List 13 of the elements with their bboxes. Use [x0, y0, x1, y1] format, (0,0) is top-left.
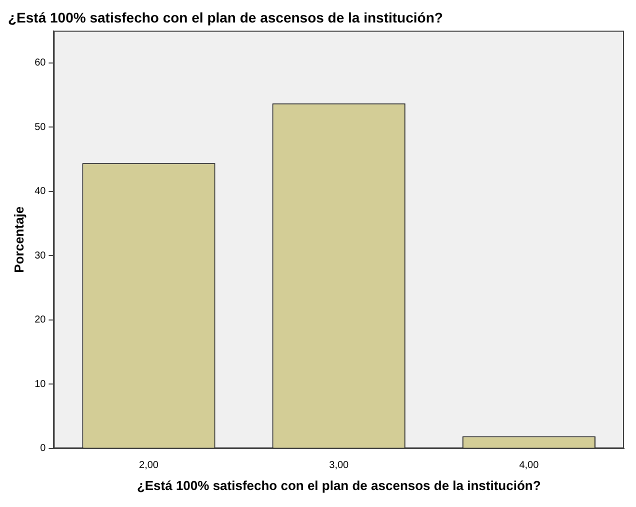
y-tick-label: 30: [34, 250, 46, 262]
y-axis-title: Porcentaje: [11, 206, 26, 273]
chart-title: ¿Está 100% satisfecho con el plan de ascensos de la institución?: [8, 9, 443, 26]
y-tick-label: 0: [40, 443, 46, 454]
y-tick-label: 10: [34, 378, 46, 390]
x-tick-label: 4,00: [519, 460, 540, 472]
y-tick-label: 50: [34, 122, 46, 133]
x-axis-title: ¿Está 100% satisfecho con el plan de ascensos de la institución?: [136, 478, 541, 493]
y-tick-label: 60: [34, 58, 46, 69]
y-tick-label: 20: [34, 314, 46, 326]
x-tick-label: 3,00: [329, 460, 350, 472]
y-tick-label: 40: [34, 186, 46, 198]
x-tick-label: 2,00: [139, 460, 159, 472]
